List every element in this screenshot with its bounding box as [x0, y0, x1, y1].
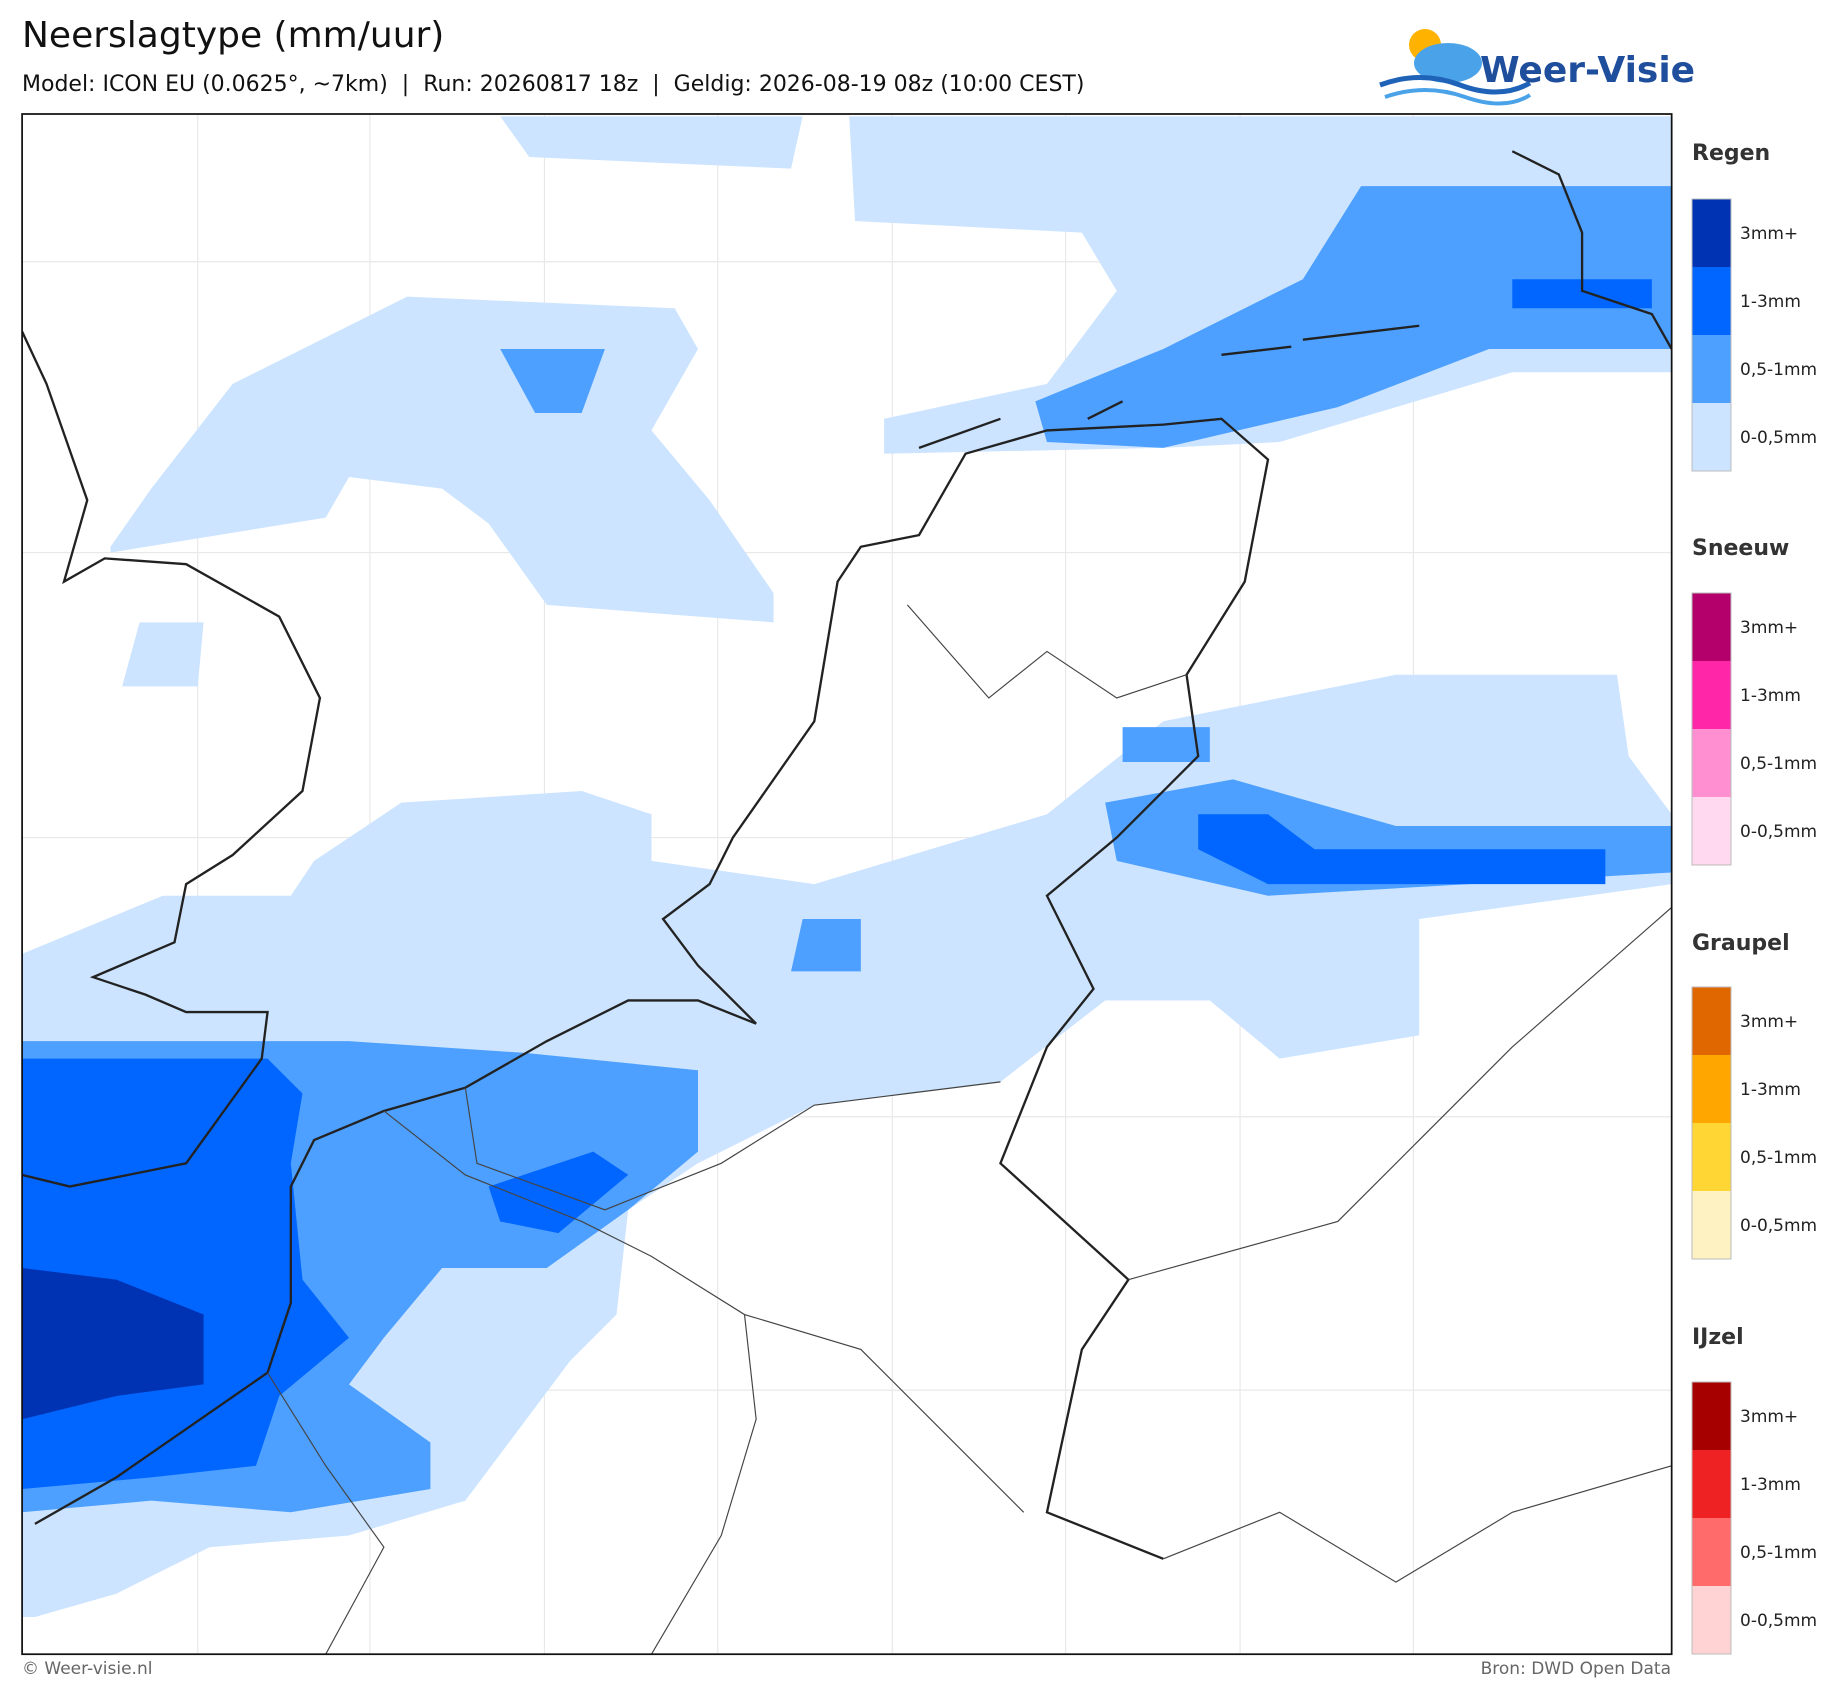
- legend-label: 0-0,5mm: [1740, 1216, 1817, 1236]
- legend-swatch: [1692, 661, 1731, 729]
- legend-swatch: [1692, 335, 1731, 403]
- legend-swatch: [1692, 1055, 1731, 1123]
- legend-label: 0,5-1mm: [1740, 360, 1817, 380]
- legend-swatch: [1692, 1450, 1731, 1518]
- legend-title: Sneeuw: [1692, 536, 1789, 561]
- legend-label: 1-3mm: [1740, 1475, 1801, 1495]
- legend-swatch: [1692, 1518, 1731, 1586]
- legend-frame: [1691, 592, 1732, 866]
- subtitle: Model: ICON EU (0.0625°, ~7km) | Run: 20…: [22, 72, 1084, 97]
- legend-label: 0,5-1mm: [1740, 754, 1817, 774]
- legend-label: 3mm+: [1740, 224, 1798, 244]
- legend-frame: [1691, 986, 1732, 1260]
- map: [21, 113, 1673, 1656]
- legend-swatch: [1692, 403, 1731, 471]
- footer-left: © Weer-visie.nl: [22, 1659, 152, 1679]
- legend-swatch: [1692, 1191, 1731, 1259]
- legend-swatch: [1692, 1586, 1731, 1654]
- legend-swatch: [1692, 593, 1731, 661]
- legend-frame: [1691, 1381, 1732, 1655]
- legend-title: Regen: [1692, 141, 1770, 166]
- legend-label: 3mm+: [1740, 1012, 1798, 1032]
- legend-swatch: [1692, 987, 1731, 1055]
- legend-label: 0-0,5mm: [1740, 428, 1817, 448]
- legend-label: 1-3mm: [1740, 292, 1801, 312]
- legend-label: 0-0,5mm: [1740, 1611, 1817, 1631]
- legend-frame: [1691, 198, 1732, 472]
- legend-label: 0,5-1mm: [1740, 1148, 1817, 1168]
- legend-label: 3mm+: [1740, 618, 1798, 638]
- logo: Weer-Visie: [1379, 29, 1695, 106]
- legend-swatch: [1692, 267, 1731, 335]
- legend-label: 1-3mm: [1740, 1080, 1801, 1100]
- legend: Regen 3mm+ 1-3mm 0,5-1mm 0-0,5mm Sneeuw 3mm+ 1-…: [1691, 141, 1817, 1655]
- legend-swatch: [1692, 199, 1731, 267]
- legend-swatch: [1692, 729, 1731, 797]
- legend-label: 3mm+: [1740, 1407, 1798, 1427]
- legend-label: 1-3mm: [1740, 686, 1801, 706]
- title: Neerslagtype (mm/uur): [22, 15, 444, 56]
- legend-swatch: [1692, 1382, 1731, 1450]
- legend-label: 0,5-1mm: [1740, 1543, 1817, 1563]
- legend-title: IJzel: [1692, 1325, 1744, 1350]
- legend-title: Graupel: [1692, 931, 1790, 956]
- logo-text: Weer-Visie: [1480, 50, 1695, 91]
- footer-right: Bron: DWD Open Data: [1481, 1659, 1671, 1679]
- legend-swatch: [1692, 1123, 1731, 1191]
- legend-swatch: [1692, 797, 1731, 865]
- legend-label: 0-0,5mm: [1740, 822, 1817, 842]
